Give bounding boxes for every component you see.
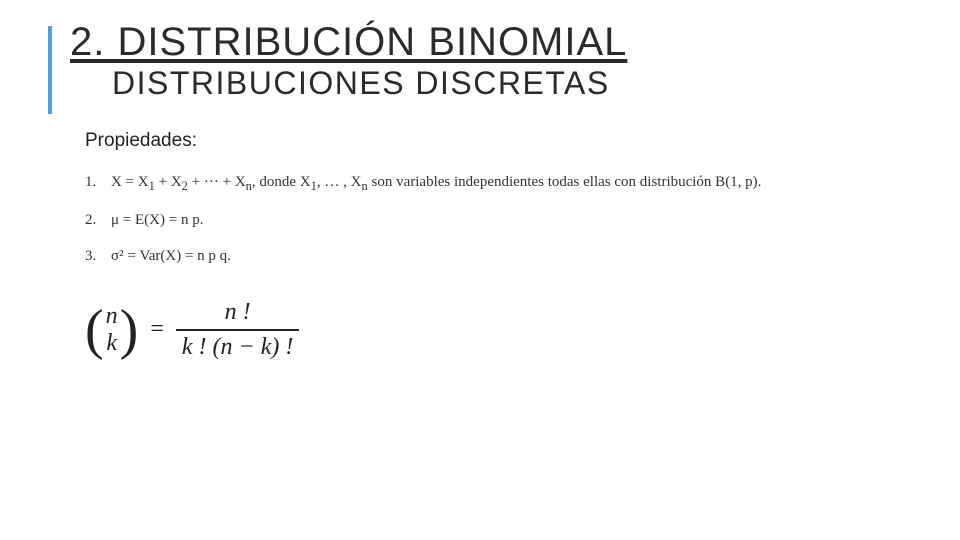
binom-n: n (106, 303, 118, 329)
binom-k: k (106, 330, 117, 356)
txt-part: X = X (111, 174, 149, 190)
property-item-2: 2. μ = E(X) = n p. (85, 208, 900, 232)
item-number: 1. (85, 170, 103, 196)
slide: 2. DISTRIBUCIÓN BINOMIAL DISTRIBUCIONES … (0, 0, 960, 540)
binom-stack: n k (106, 303, 118, 356)
slide-subtitle: DISTRIBUCIONES DISCRETAS (112, 65, 960, 102)
item-text: X = X1 + X2 + ··· + Xn, donde X1, … , Xn… (111, 170, 900, 196)
fraction-denominator: k ! (n − k) ! (176, 331, 299, 362)
header-block: 2. DISTRIBUCIÓN BINOMIAL DISTRIBUCIONES … (0, 20, 960, 102)
properties-list: 1. X = X1 + X2 + ··· + Xn, donde X1, … ,… (85, 170, 900, 268)
txt-part: + ··· + X (188, 174, 246, 190)
item-text: σ² = Var(X) = n p q. (111, 244, 900, 268)
property-item-1: 1. X = X1 + X2 + ··· + Xn, donde X1, … ,… (85, 170, 900, 196)
body-area: Propiedades: 1. X = X1 + X2 + ··· + Xn, … (0, 130, 960, 362)
right-paren: ) (120, 305, 139, 355)
accent-bar (48, 26, 52, 114)
slide-title: 2. DISTRIBUCIÓN BINOMIAL (70, 20, 960, 65)
binomial-coefficient: ( n k ) (85, 303, 138, 356)
binomial-formula: ( n k ) = n ! k ! (n − k) ! (85, 298, 900, 362)
left-paren: ( (85, 305, 104, 355)
txt-part: son variables independientes todas ellas… (368, 174, 762, 190)
item-text: μ = E(X) = n p. (111, 208, 900, 232)
fraction: n ! k ! (n − k) ! (176, 298, 299, 362)
txt-part: + X (155, 174, 182, 190)
equals-sign: = (150, 316, 164, 343)
item-number: 3. (85, 244, 103, 268)
txt-part: , … , X (317, 174, 362, 190)
properties-heading: Propiedades: (85, 130, 900, 152)
txt-part: , donde X (252, 174, 311, 190)
fraction-numerator: n ! (219, 298, 257, 329)
item-number: 2. (85, 208, 103, 232)
property-item-3: 3. σ² = Var(X) = n p q. (85, 244, 900, 268)
